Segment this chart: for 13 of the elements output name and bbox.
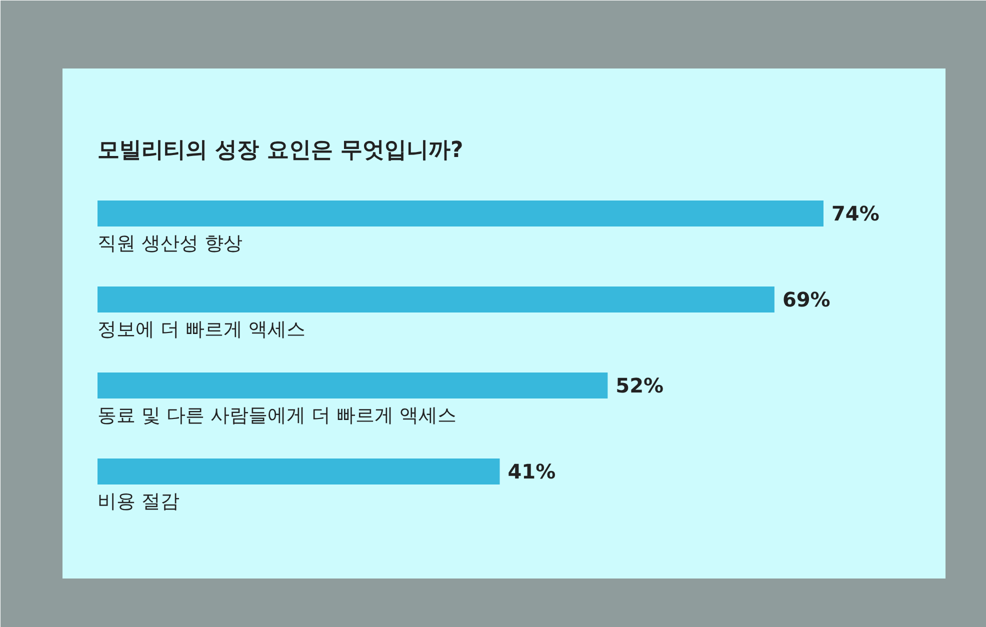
- chart-title: 모빌리티의 성장 요인은 무엇입니까?: [98, 138, 464, 163]
- y-tick-label: 직원 생산성 향상: [98, 232, 243, 254]
- bar: [98, 200, 824, 226]
- bar: [98, 458, 500, 484]
- data-label: 52%: [616, 374, 664, 398]
- y-tick-label: 비용 절감: [98, 490, 180, 512]
- bar: [98, 372, 608, 398]
- y-tick-label: 정보에 더 빠르게 액세스: [98, 318, 306, 340]
- data-label: 69%: [782, 288, 830, 312]
- data-label: 41%: [508, 460, 556, 484]
- data-label: 74%: [832, 202, 880, 226]
- bar: [98, 286, 774, 312]
- y-tick-label: 동료 및 다른 사람들에게 더 빠르게 액세스: [98, 404, 457, 426]
